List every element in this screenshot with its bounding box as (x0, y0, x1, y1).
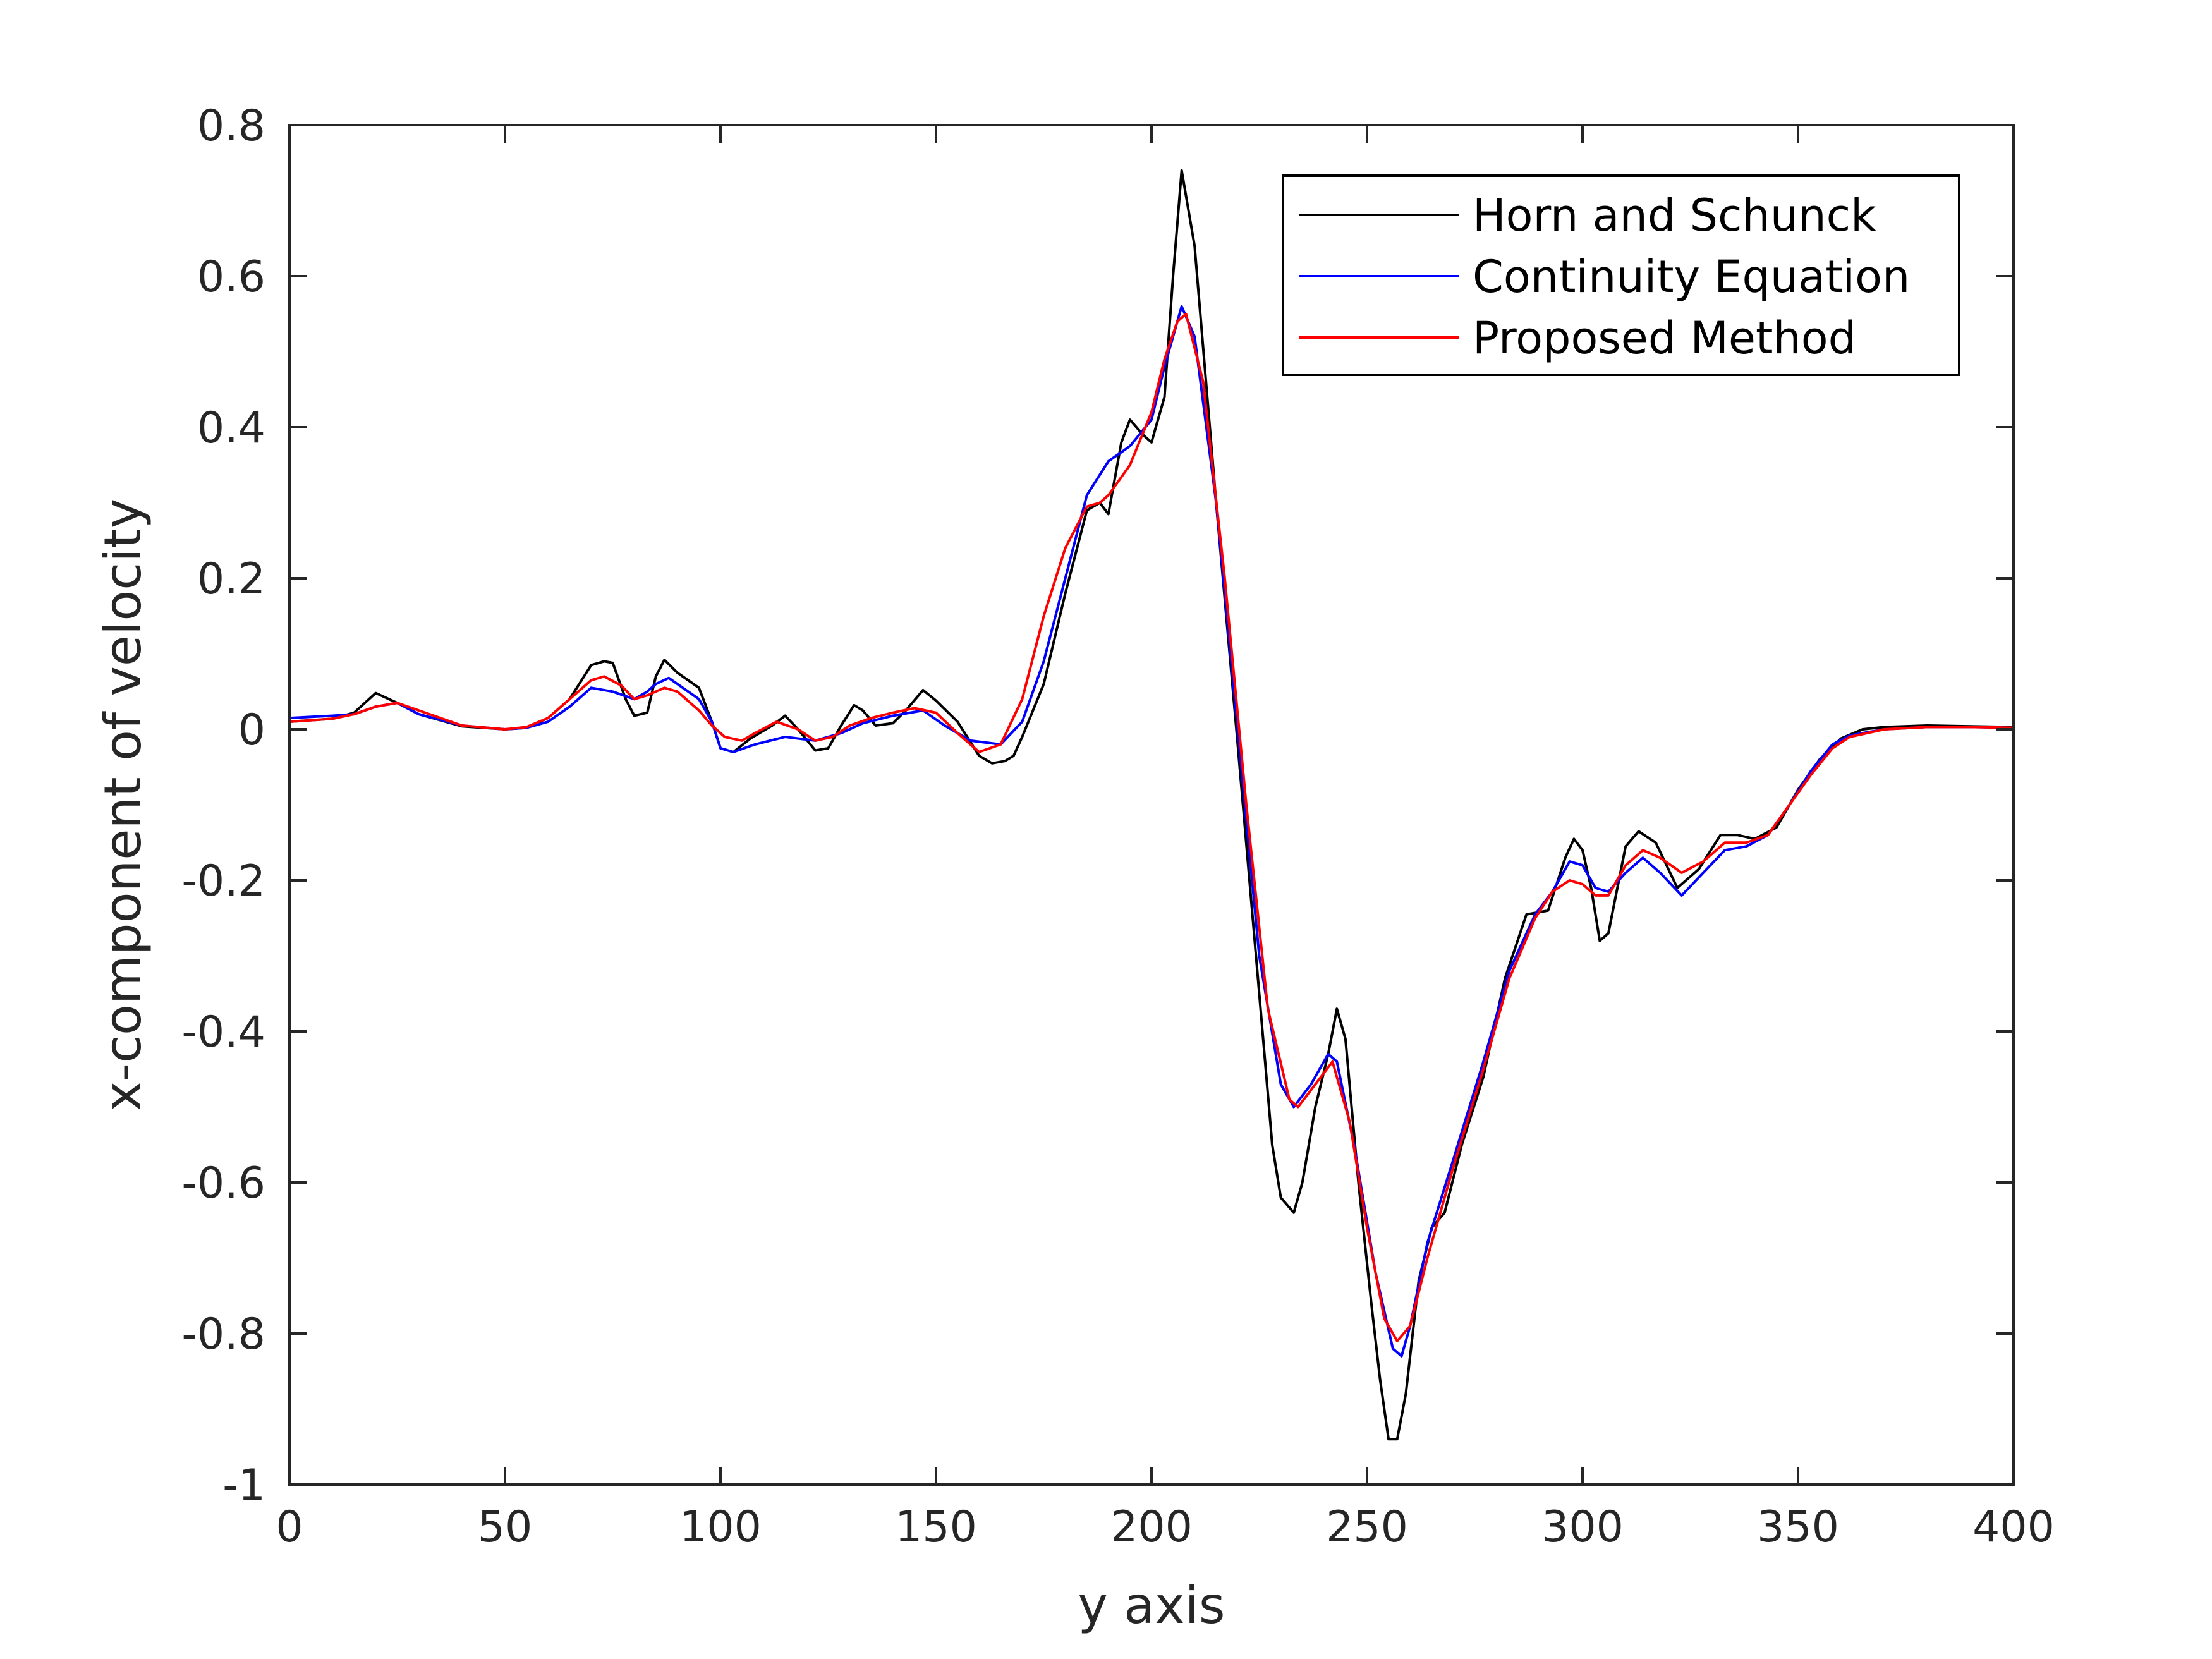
series-layer (288, 169, 2015, 1441)
y-tick-label: -0.6 (181, 1158, 265, 1208)
y-tick-label: 0.6 (197, 252, 265, 302)
x-tick-label: 400 (1972, 1502, 2055, 1552)
x-tick-label: 100 (679, 1502, 762, 1552)
y-tick-label: -1 (222, 1461, 265, 1510)
x-axis-title: y axis (1078, 1576, 1225, 1635)
x-tick-label: 200 (1110, 1502, 1193, 1552)
x-tick-label: 0 (276, 1502, 303, 1552)
y-tick-label: -0.2 (181, 856, 265, 906)
y-axis: 0.8 0.6 0.4 0.2 0 -0.2 -0.4 -0.6 -0.8 -1 (181, 101, 2014, 1510)
y-tick-label: 0.8 (197, 101, 265, 151)
y-tick-label: 0 (238, 705, 265, 755)
y-tick-label: 0.2 (197, 554, 265, 604)
legend-label: Proposed Method (1473, 312, 1856, 364)
x-tick-label: 250 (1326, 1502, 1408, 1552)
legend-label: Horn and Schunck (1473, 190, 1876, 241)
y-tick-label: -0.8 (181, 1310, 265, 1359)
series-line-1 (288, 169, 2015, 1441)
y-tick-label: 0.4 (197, 403, 265, 453)
x-tick-label: 350 (1757, 1502, 1839, 1552)
series-line-3 (288, 312, 2015, 1342)
x-axis: 0 50 100 150 200 250 300 350 400 (276, 125, 2055, 1552)
x-tick-label: 150 (895, 1502, 977, 1552)
x-tick-label: 50 (478, 1502, 533, 1552)
x-tick-label: 300 (1541, 1502, 1624, 1552)
legend-label: Continuity Equation (1473, 251, 1910, 303)
legend: Horn and Schunck Continuity Equation Propo… (1282, 174, 1960, 376)
y-axis-title: x-component of velocity (94, 499, 152, 1111)
y-tick-label: -0.4 (181, 1007, 265, 1057)
